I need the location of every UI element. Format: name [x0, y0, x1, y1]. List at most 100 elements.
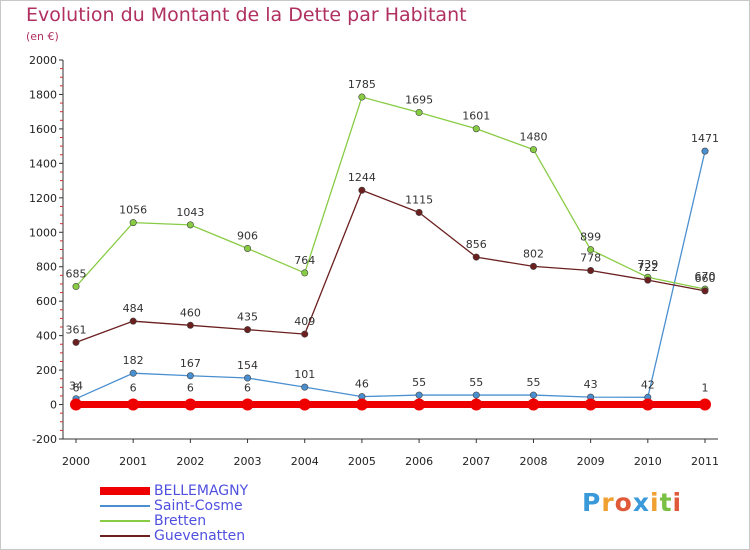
data-label-bretten: 1043 — [176, 206, 204, 219]
x-tick-label: 2011 — [691, 455, 719, 468]
data-point-bellemagny — [641, 398, 654, 411]
y-tick-label: 200 — [36, 364, 57, 377]
data-point-bellemagny — [527, 398, 540, 411]
legend-swatch — [100, 505, 150, 507]
data-point-bellemagny — [470, 398, 483, 411]
data-point-bretten — [301, 269, 309, 277]
series-line-saint-cosme — [75, 150, 706, 400]
data-point-guevenatten — [129, 317, 137, 325]
data-label-saint-cosme: 154 — [237, 359, 258, 372]
y-tick-label: 600 — [36, 295, 57, 308]
data-label-bretten: 899 — [580, 231, 601, 244]
data-label-extra: 1 — [702, 382, 709, 395]
x-tick-label: 2009 — [577, 455, 605, 468]
data-point-guevenatten — [415, 208, 423, 216]
data-label-guevenatten: 1244 — [348, 171, 376, 184]
data-label-extra: 6 — [130, 382, 137, 395]
data-point-saint-cosme — [529, 391, 537, 399]
data-label-saint-cosme: 34 — [69, 380, 83, 393]
x-tick-label: 2002 — [176, 455, 204, 468]
proxiti-logo: Proxiti — [582, 488, 683, 517]
data-point-guevenatten — [701, 287, 709, 295]
data-point-bellemagny — [184, 398, 197, 411]
data-point-guevenatten — [587, 267, 595, 275]
data-label-saint-cosme: 55 — [469, 376, 483, 389]
data-point-bretten — [587, 246, 595, 254]
data-point-guevenatten — [529, 262, 537, 270]
y-tick-label: 0 — [50, 399, 57, 412]
x-tick-label: 2007 — [462, 455, 490, 468]
data-point-bretten — [72, 283, 80, 291]
legend-swatch — [100, 487, 150, 495]
y-tick-label: 1600 — [29, 123, 57, 136]
data-label-bretten: 764 — [294, 254, 315, 267]
data-point-bretten — [129, 219, 137, 227]
data-label-saint-cosme: 46 — [355, 378, 369, 391]
data-point-saint-cosme — [415, 391, 423, 399]
x-tick-label: 2000 — [62, 455, 90, 468]
data-point-bellemagny — [584, 398, 597, 411]
legend-label: Bretten — [154, 513, 207, 529]
data-point-bretten — [358, 93, 366, 101]
x-tick-label: 2003 — [234, 455, 262, 468]
y-tick-label: 1800 — [29, 88, 57, 101]
data-label-bretten: 1785 — [348, 78, 376, 91]
data-point-guevenatten — [72, 338, 80, 346]
legend-label: Guevenatten — [154, 528, 246, 544]
data-point-guevenatten — [301, 330, 309, 338]
y-tick-label: 1400 — [29, 157, 57, 170]
data-label-guevenatten: 435 — [237, 311, 258, 324]
data-point-bretten — [529, 146, 537, 154]
x-tick-label: 2006 — [405, 455, 433, 468]
data-label-bretten: 1056 — [119, 204, 147, 217]
chart-subtitle: (en €) — [26, 30, 59, 43]
data-point-bellemagny — [355, 398, 368, 411]
data-label-bretten: 906 — [237, 229, 258, 242]
data-label-bretten: 685 — [66, 268, 87, 281]
data-label-saint-cosme: 1471 — [691, 132, 719, 145]
legend-swatch — [100, 535, 150, 537]
data-point-bretten — [472, 125, 480, 133]
series-line-guevenatten — [75, 189, 706, 344]
data-label-guevenatten: 484 — [123, 302, 144, 315]
y-tick-label: 2000 — [29, 54, 57, 67]
y-tick-label: 800 — [36, 261, 57, 274]
data-label-saint-cosme: 43 — [584, 378, 598, 391]
legend-swatch — [100, 520, 150, 522]
legend-label: BELLEMAGNY — [154, 483, 249, 499]
data-label-guevenatten: 778 — [580, 252, 601, 265]
data-point-bretten — [186, 221, 194, 229]
data-label-saint-cosme: 55 — [526, 376, 540, 389]
y-tick-label: 400 — [36, 330, 57, 343]
data-label-guevenatten: 660 — [695, 272, 716, 285]
data-label-bretten: 739 — [637, 258, 658, 271]
data-label-bretten: 1601 — [462, 110, 490, 123]
data-label-saint-cosme: 101 — [294, 368, 315, 381]
data-label-guevenatten: 409 — [294, 315, 315, 328]
data-point-bellemagny — [699, 398, 711, 411]
data-point-guevenatten — [186, 321, 194, 329]
data-label-guevenatten: 722 — [637, 261, 658, 274]
data-label-guevenatten: 460 — [180, 306, 201, 319]
data-point-bretten — [415, 109, 423, 117]
data-point-saint-cosme — [472, 391, 480, 399]
series-line-bretten — [75, 96, 706, 290]
data-label-guevenatten: 361 — [66, 323, 87, 336]
data-label-bretten: 1695 — [405, 94, 433, 107]
x-tick-label: 2010 — [634, 455, 662, 468]
data-label-extra: 6 — [73, 382, 80, 395]
x-tick-label: 2001 — [119, 455, 147, 468]
data-label-bretten: 670 — [695, 270, 716, 283]
data-label-extra: 6 — [244, 382, 251, 395]
data-point-saint-cosme — [244, 374, 252, 382]
data-point-bretten — [244, 244, 252, 252]
x-tick-label: 2008 — [519, 455, 547, 468]
chart-title: Evolution du Montant de la Dette par Hab… — [26, 4, 467, 26]
data-label-saint-cosme: 42 — [641, 378, 655, 391]
data-label-extra: 6 — [187, 382, 194, 395]
data-label-saint-cosme: 182 — [123, 354, 144, 367]
y-tick-label: 1000 — [29, 226, 57, 239]
data-label-saint-cosme: 167 — [180, 357, 201, 370]
data-label-bretten: 1480 — [519, 131, 547, 144]
